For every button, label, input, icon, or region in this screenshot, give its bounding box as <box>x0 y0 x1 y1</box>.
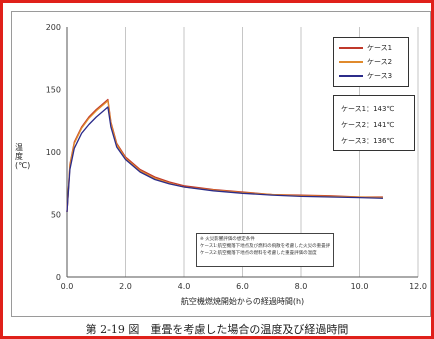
x-tick-label: 2.0 <box>119 282 132 291</box>
y-tick-label: 50 <box>51 211 61 220</box>
y-axis-title: 温度(℃) <box>15 143 31 170</box>
line-chart: 0.0 2.0 4.0 6.0 8.0 10.0 12.0 0 50 100 150 200 航空機燃焼… <box>46 23 427 306</box>
x-tick-label: 0.0 <box>61 282 74 291</box>
note-line: ケース1:航空機落下地点及び燃料の飛散を考慮した火災の重畳評価 <box>200 244 330 249</box>
legend-label-case3: ケース3 <box>367 72 393 80</box>
y-tick-label: 200 <box>46 23 61 32</box>
series-line-case3 <box>66 106 383 213</box>
notes-box: ※ 火災影響評価の想定条件 ケース1:航空機落下地点及び燃料の飛散を考慮した火災… <box>196 233 334 267</box>
legend-swatch-case1 <box>339 47 363 49</box>
max-temperature-box: ケース1：143℃ ケース2：141℃ ケース3：136℃ <box>333 95 415 151</box>
legend-swatch-case2 <box>339 61 363 63</box>
x-tick-label: 6.0 <box>236 282 249 291</box>
y-tick-label: 100 <box>46 148 61 157</box>
legend-swatch-case3 <box>339 75 363 77</box>
y-tick-label: 150 <box>46 86 61 95</box>
max-temp-case3: ケース3：136℃ <box>341 137 395 145</box>
legend-label-case2: ケース2 <box>367 58 393 66</box>
note-line: ケース2:航空機落下地点の燃料を考慮した重畳評価の温度 <box>200 251 317 256</box>
legend-label-case1: ケース1 <box>367 44 393 52</box>
x-tick-label: 10.0 <box>351 282 369 291</box>
legend-item-case1: ケース1 <box>339 42 407 54</box>
legend: ケース1 ケース2 ケース3 <box>333 37 409 87</box>
note-line: ※ 火災影響評価の想定条件 <box>200 237 255 242</box>
figure-caption: 第 2-19 図 重畳を考慮した場合の温度及び経過時間 <box>85 323 349 336</box>
max-temp-case1: ケース1：143℃ <box>341 105 395 113</box>
legend-item-case2: ケース2 <box>339 56 407 68</box>
x-tick-label: 4.0 <box>178 282 191 291</box>
x-tick-label: 8.0 <box>295 282 308 291</box>
max-temp-case2: ケース2：141℃ <box>341 121 395 129</box>
y-tick-label: 0 <box>56 273 61 282</box>
legend-item-case3: ケース3 <box>339 70 407 82</box>
x-tick-label: 12.0 <box>409 282 427 291</box>
x-axis-title: 航空機燃焼開始からの経過時間(h) <box>181 296 304 306</box>
